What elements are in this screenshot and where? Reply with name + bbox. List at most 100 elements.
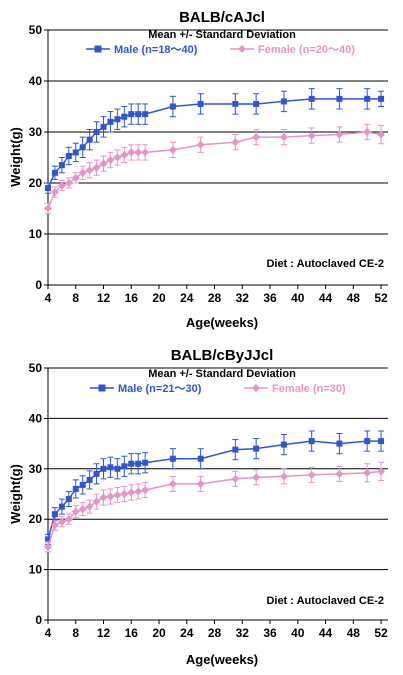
y-tick-label: 10: [29, 563, 43, 577]
data-point: [335, 130, 344, 139]
legend-title: Mean +/- Standard Deviation: [148, 368, 296, 380]
data-point: [64, 515, 73, 524]
data-point: [169, 103, 176, 110]
legend-male-marker: [94, 45, 102, 53]
data-point: [197, 455, 204, 462]
data-point: [196, 140, 205, 149]
data-point: [50, 188, 59, 197]
chart-title: BALB/cByJJcl: [171, 347, 274, 364]
legend-title: Mean +/- Standard Deviation: [148, 29, 296, 41]
data-point: [307, 470, 316, 479]
x-tick-label: 36: [263, 626, 277, 640]
chart-panel-2: BALB/cByJJcl Weight(g) Age(weeks) Mean +…: [8, 347, 388, 667]
chart-panel-1: BALB/cAJcl Weight(g) Age(weeks) Mean +/-…: [8, 9, 388, 330]
data-point: [50, 521, 59, 530]
data-point: [196, 479, 205, 488]
y-tick-label: 20: [29, 176, 43, 190]
legend-entry-male: Male (n=21〜30): [90, 383, 202, 395]
data-point: [79, 144, 86, 151]
data-point: [232, 446, 239, 453]
x-tick-label: 24: [180, 626, 194, 640]
y-tick-label: 50: [29, 23, 43, 37]
legend-male-label: Male (n=18〜40): [114, 44, 198, 56]
x-axis-label: Age(weeks): [186, 652, 258, 667]
data-point: [308, 438, 315, 445]
data-point: [253, 445, 260, 452]
x-tick-label: 8: [72, 291, 79, 305]
legend-entry-female: Female (n=30): [244, 383, 346, 395]
x-tick-label: 24: [180, 291, 194, 305]
data-point: [57, 181, 66, 190]
series-male: [45, 88, 385, 194]
series-male: [45, 430, 385, 545]
data-point: [128, 111, 135, 118]
x-tick-label: 52: [374, 626, 388, 640]
data-point: [252, 133, 261, 142]
y-tick-label: 0: [35, 278, 42, 292]
data-point: [120, 150, 129, 159]
y-tick-label: 0: [35, 613, 42, 627]
data-point: [113, 491, 122, 500]
data-point: [280, 98, 287, 105]
y-tick-label: 10: [29, 227, 43, 241]
data-point: [128, 460, 135, 467]
data-point: [135, 111, 142, 118]
data-point: [134, 487, 143, 496]
data-point: [377, 130, 386, 139]
data-point: [114, 116, 121, 123]
data-point: [231, 474, 240, 483]
data-point: [45, 185, 51, 192]
x-tick-label: 28: [208, 626, 222, 640]
data-point: [71, 173, 80, 182]
series-female: [44, 123, 386, 215]
data-point: [58, 503, 65, 510]
y-axis-label: Weight(g): [8, 464, 23, 524]
data-point: [85, 166, 94, 175]
data-point: [93, 470, 100, 477]
data-point: [65, 496, 72, 503]
diet-annotation: Diet : Autoclaved CE-2: [266, 258, 384, 270]
data-point: [72, 149, 79, 156]
x-tick-label: 4: [45, 626, 52, 640]
data-point: [253, 100, 260, 107]
data-point: [106, 156, 115, 165]
data-point: [135, 460, 142, 467]
data-point: [168, 145, 177, 154]
data-point: [45, 536, 51, 543]
legend-female-marker: [238, 45, 246, 53]
x-tick-label: 36: [263, 291, 277, 305]
x-tick-label: 40: [291, 626, 305, 640]
x-tick-label: 16: [125, 626, 139, 640]
y-axis-label: Weight(g): [8, 127, 23, 187]
legend: Male (n=18〜40) Female (n=20〜40): [86, 44, 355, 56]
data-point: [78, 505, 87, 514]
data-point: [169, 455, 176, 462]
data-point: [280, 441, 287, 448]
data-point: [142, 459, 149, 466]
legend-entry-female: Female (n=20〜40): [230, 44, 355, 56]
data-point: [363, 468, 372, 477]
data-point: [78, 168, 87, 177]
data-point: [141, 148, 150, 157]
series-line: [47, 440, 382, 540]
data-point: [100, 123, 107, 130]
data-point: [114, 465, 121, 472]
data-point: [51, 169, 58, 176]
legend-male-marker: [98, 384, 106, 392]
data-point: [93, 129, 100, 135]
data-point: [100, 465, 107, 472]
legend-female-label: Female (n=20〜40): [258, 44, 355, 56]
data-point: [232, 100, 239, 107]
data-point: [336, 440, 343, 447]
data-point: [120, 490, 129, 498]
x-tick-label: 44: [319, 626, 333, 640]
data-point: [65, 152, 72, 159]
data-point: [378, 95, 385, 102]
data-point: [363, 128, 372, 136]
data-point: [92, 497, 101, 506]
data-point: [86, 136, 93, 143]
data-point: [44, 204, 52, 213]
data-point: [85, 502, 94, 511]
